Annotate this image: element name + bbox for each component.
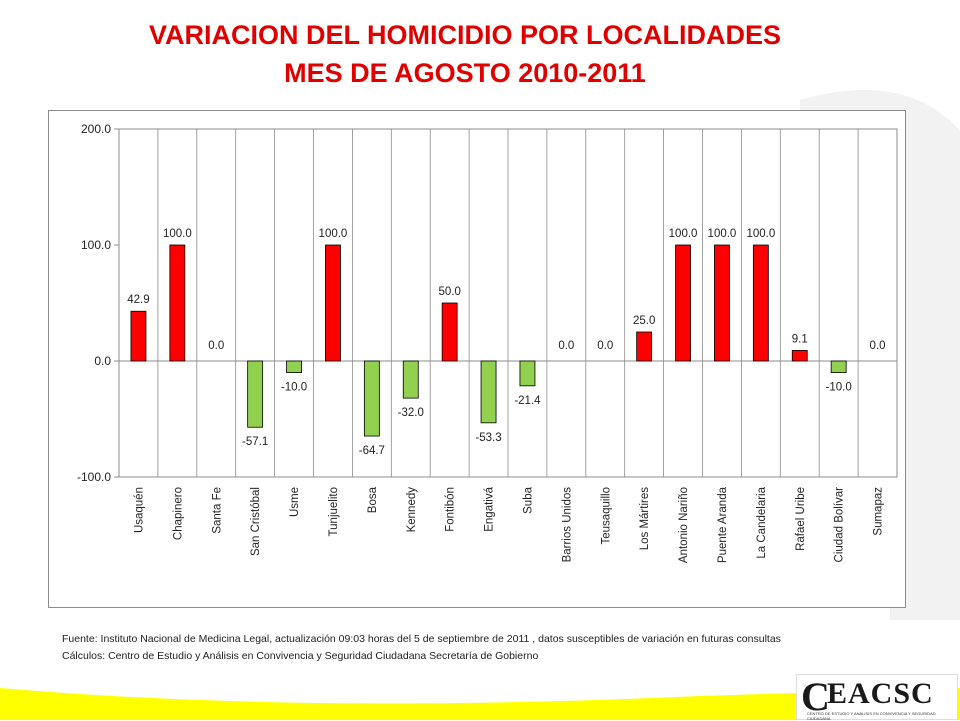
- category-label: Suba: [522, 486, 534, 513]
- calculations-note: Cálculos: Centro de Estudio y Análisis e…: [62, 650, 539, 662]
- category-label: Rafael Uribe: [795, 487, 807, 551]
- ceacsc-logo: C EACSC CENTRO DE ESTUDIO Y ANÁLISIS EN …: [796, 674, 958, 721]
- bar: [325, 244, 341, 362]
- category-label: Engativá: [484, 486, 496, 531]
- background-watermark: [800, 90, 960, 620]
- bar: [130, 310, 147, 362]
- bar: [480, 360, 497, 424]
- data-label: 0.0: [558, 340, 574, 352]
- data-label: -53.3: [475, 432, 501, 444]
- data-label: 42.9: [127, 294, 149, 306]
- bar: [286, 360, 302, 374]
- data-label: 0.0: [870, 340, 886, 352]
- category-label: La Candelaria: [756, 486, 768, 558]
- category-label: Antonio Nariño: [678, 487, 690, 563]
- bar: [441, 302, 458, 362]
- logo-letter: C: [801, 674, 830, 719]
- data-label: -32.0: [398, 407, 424, 419]
- y-tick-label: 200.0: [81, 122, 111, 136]
- category-label: Fontibón: [445, 487, 457, 532]
- category-label: Chapinero: [172, 487, 184, 540]
- bar: [791, 350, 808, 362]
- category-label: Puente Aranda: [717, 486, 729, 563]
- chart-title: VARIACION DEL HOMICIDIO POR LOCALIDADES: [148, 20, 782, 50]
- data-label: 100.0: [746, 228, 775, 240]
- category-label: Kennedy: [406, 487, 418, 533]
- data-label: 25.0: [633, 315, 655, 327]
- chart-area: 200.0 100.0 0.0 -100.0 42.9 Usaquén 100.0 Chapi…: [48, 110, 906, 608]
- data-label: 100.0: [669, 228, 698, 240]
- data-label: 50.0: [438, 286, 460, 298]
- bar-chart: 200.0 100.0 0.0 -100.0 42.9 Usaquén 100.0 Chapi…: [77, 122, 898, 563]
- category-label: Tunjuelito: [328, 487, 340, 536]
- category-label: Bosa: [367, 486, 379, 513]
- y-tick-label: 100.0: [81, 238, 111, 252]
- logo-text: EACSC: [827, 677, 934, 710]
- bar: [675, 244, 691, 362]
- data-label: 0.0: [208, 340, 224, 352]
- category-label: Sumapaz: [873, 487, 885, 536]
- data-label: 100.0: [319, 228, 348, 240]
- category-label: Los Mártires: [639, 487, 651, 551]
- category-label: Santa Fe: [211, 487, 223, 534]
- bar: [363, 360, 380, 437]
- data-label: -64.7: [359, 445, 385, 457]
- category-label: Usme: [289, 487, 301, 517]
- data-label: 100.0: [708, 228, 737, 240]
- bar: [830, 360, 847, 374]
- bar: [752, 244, 769, 362]
- bar: [169, 244, 186, 362]
- logo-subtitle: CENTRO DE ESTUDIO Y ANÁLISIS EN CONVIVEN…: [807, 711, 936, 721]
- category-label: Ciudad Bolívar: [834, 487, 846, 563]
- data-label: -10.0: [826, 382, 852, 394]
- bar: [247, 360, 264, 428]
- data-label: -10.0: [281, 382, 307, 394]
- bar: [714, 244, 730, 362]
- data-label: 0.0: [597, 340, 613, 352]
- source-note: Fuente: Instituto Nacional de Medicina L…: [62, 633, 781, 645]
- bottom-yellow-band: [0, 688, 960, 720]
- bar: [636, 331, 653, 362]
- category-label: Teusaquillo: [600, 487, 612, 545]
- data-label: -21.4: [514, 395, 541, 407]
- chart-subtitle: MES DE AGOSTO 2010-2011: [284, 58, 646, 88]
- bar: [402, 360, 419, 399]
- y-tick-label: -100.0: [77, 470, 111, 484]
- data-label: 9.1: [792, 333, 808, 345]
- category-label: Barrios Unidos: [561, 487, 573, 563]
- bar: [519, 360, 536, 387]
- category-label: Usaquén: [133, 487, 145, 533]
- data-label: -57.1: [242, 436, 268, 448]
- category-label: San Cristóbal: [250, 487, 262, 556]
- y-tick-label: 0.0: [94, 354, 111, 368]
- data-label: 100.0: [163, 228, 192, 240]
